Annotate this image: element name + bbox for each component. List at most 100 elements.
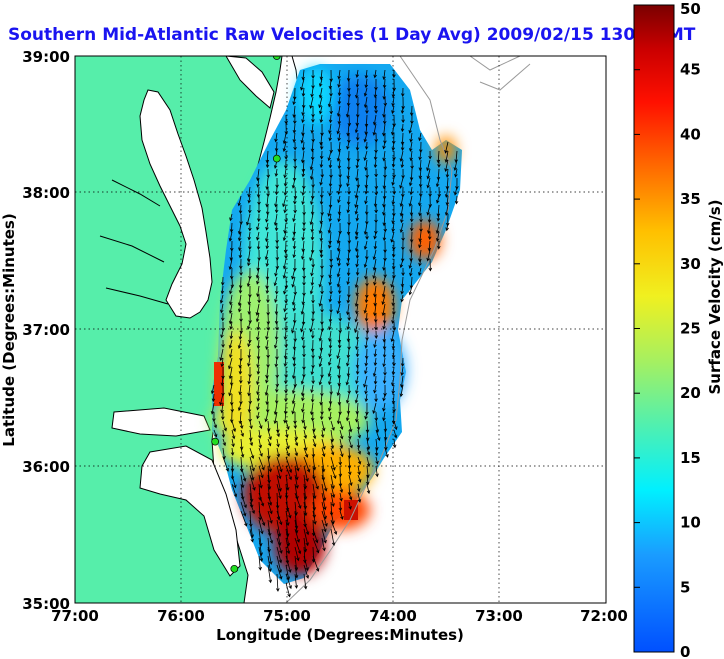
velocity-arrow bbox=[231, 483, 238, 498]
velocity-arrow bbox=[336, 123, 341, 135]
velocity-arrow bbox=[337, 186, 341, 195]
velocity-arrow bbox=[383, 222, 388, 233]
velocity-arrow bbox=[382, 411, 386, 422]
velocity-arrow bbox=[282, 258, 287, 270]
velocity-orange-zone bbox=[409, 220, 441, 260]
velocity-arrow bbox=[284, 294, 288, 304]
velocity-arrow bbox=[382, 204, 386, 216]
velocity-arrow bbox=[364, 141, 369, 150]
velocity-arrow bbox=[310, 384, 314, 394]
x-axis-label: Longitude (Degrees:Minutes) bbox=[216, 626, 464, 644]
velocity-arrow bbox=[276, 474, 282, 492]
velocity-arrow bbox=[366, 447, 371, 456]
velocity-arrow bbox=[329, 105, 333, 115]
velocity-arrow bbox=[258, 492, 265, 507]
velocity-arrow bbox=[291, 393, 296, 405]
velocity-arrow bbox=[213, 420, 218, 429]
velocity-arrow bbox=[400, 285, 404, 295]
velocity-arrow bbox=[435, 231, 440, 242]
velocity-arrow bbox=[330, 528, 336, 547]
velocity-arrow bbox=[301, 186, 305, 196]
velocity-arrow bbox=[274, 267, 278, 277]
velocity-arrow bbox=[426, 168, 431, 180]
velocity-arrow bbox=[364, 159, 368, 171]
velocity-arrow bbox=[365, 429, 370, 442]
velocity-arrow bbox=[419, 213, 423, 223]
velocity-arrow bbox=[301, 411, 305, 424]
velocity-arrow bbox=[292, 132, 297, 143]
velocity-arrow bbox=[240, 501, 247, 517]
velocity-arrow bbox=[373, 285, 377, 298]
velocity-arrow bbox=[284, 114, 288, 125]
velocity-arrow bbox=[276, 456, 283, 473]
velocity-arrow bbox=[283, 330, 288, 341]
velocity-arrow bbox=[294, 456, 300, 472]
velocity-arrow bbox=[256, 240, 261, 251]
velocity-arrow bbox=[318, 105, 323, 115]
velocity-arrow bbox=[336, 231, 341, 244]
velocity-arrow bbox=[338, 465, 343, 478]
velocity-arrow bbox=[329, 168, 333, 179]
velocity-arrow bbox=[391, 195, 396, 206]
velocity-arrow bbox=[319, 339, 324, 352]
velocity-arrow bbox=[311, 258, 315, 268]
velocity-arrow bbox=[373, 87, 378, 99]
velocity-arrow bbox=[374, 411, 379, 422]
velocity-arrow bbox=[301, 330, 305, 341]
velocity-arrow bbox=[381, 285, 386, 298]
velocity-arrow bbox=[374, 204, 378, 214]
velocity-arrow bbox=[247, 195, 251, 204]
velocity-arrow bbox=[274, 294, 278, 303]
velocity-arrow bbox=[220, 303, 224, 314]
velocity-arrow bbox=[355, 159, 360, 169]
velocity-arrow bbox=[401, 231, 405, 242]
velocity-arrow bbox=[328, 321, 332, 331]
velocity-arrow bbox=[336, 357, 341, 370]
velocity-arrow bbox=[275, 321, 279, 331]
velocity-arrow bbox=[346, 276, 350, 286]
velocity-arrow bbox=[354, 276, 359, 289]
velocity-arrow bbox=[300, 384, 305, 397]
velocity-arrow bbox=[408, 258, 413, 269]
velocity-arrow bbox=[229, 321, 233, 330]
velocity-arrow bbox=[285, 429, 289, 439]
velocity-arrow bbox=[255, 303, 260, 316]
velocity-arrow bbox=[337, 159, 342, 170]
velocity-arrow bbox=[276, 438, 280, 448]
velocity-arrow bbox=[219, 294, 224, 304]
velocity-arrow bbox=[399, 258, 404, 269]
velocity-arrow bbox=[238, 366, 243, 375]
velocity-arrow bbox=[228, 303, 233, 315]
velocity-arrow bbox=[231, 429, 236, 440]
velocity-arrow bbox=[228, 339, 233, 349]
velocity-arrow bbox=[301, 339, 306, 350]
velocity-arrow bbox=[330, 465, 337, 480]
velocity-arrow bbox=[256, 177, 260, 188]
radar-stations bbox=[211, 56, 281, 573]
velocity-arrow bbox=[337, 141, 342, 153]
velocity-arrow bbox=[312, 474, 319, 490]
velocity-arrow bbox=[229, 285, 233, 295]
velocity-arrow bbox=[274, 303, 279, 315]
velocity-arrow bbox=[409, 132, 413, 143]
y-tick-label: 37:00 bbox=[22, 321, 70, 339]
velocity-arrow bbox=[418, 204, 422, 217]
velocity-arrow bbox=[247, 402, 252, 413]
velocity-arrow bbox=[256, 393, 261, 402]
velocity-arrow bbox=[355, 339, 359, 351]
velocity-arrow bbox=[373, 384, 377, 394]
velocity-arrow bbox=[211, 393, 216, 403]
velocity-arrow bbox=[347, 312, 351, 322]
velocity-arrow bbox=[276, 564, 283, 580]
velocity-arrow bbox=[338, 456, 343, 466]
velocity-arrow bbox=[303, 420, 307, 430]
velocity-arrow bbox=[383, 168, 387, 179]
velocity-arrow bbox=[357, 483, 361, 493]
velocity-arrow bbox=[266, 294, 270, 304]
velocity-arrow bbox=[337, 69, 341, 80]
velocity-arrow bbox=[393, 420, 398, 431]
velocity-arrow bbox=[220, 276, 225, 286]
velocity-arrow bbox=[374, 132, 378, 143]
velocity-arrow bbox=[258, 438, 263, 449]
velocity-arrow bbox=[363, 96, 368, 109]
